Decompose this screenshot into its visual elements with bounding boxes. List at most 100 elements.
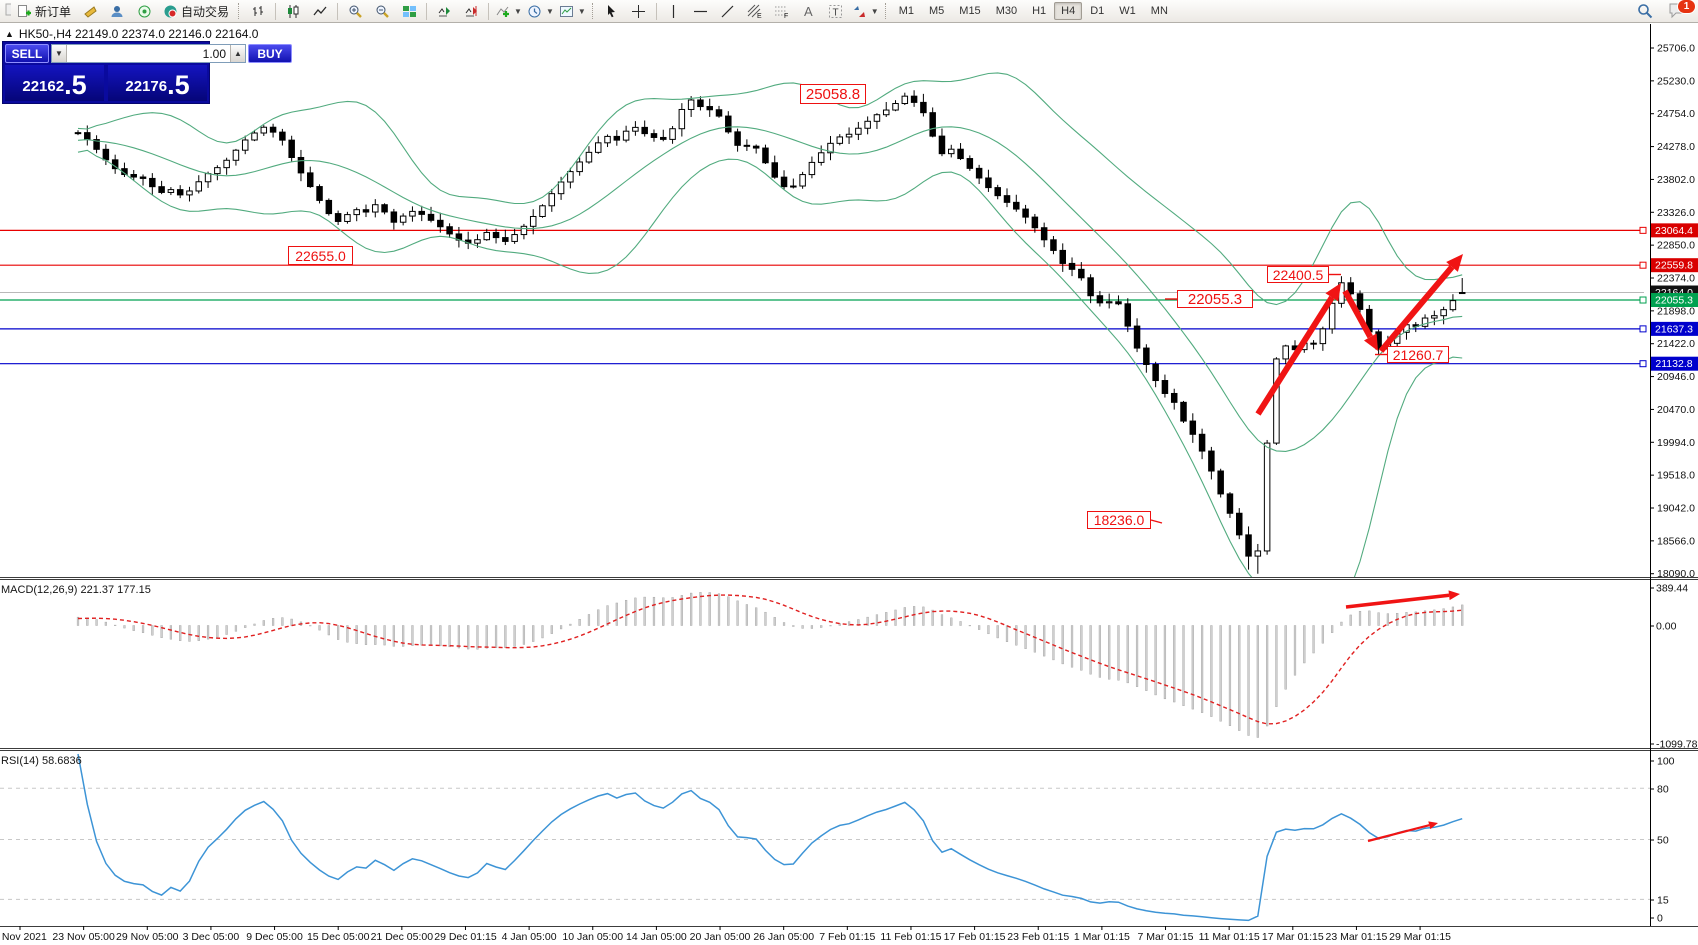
chart-shift-icon[interactable] [458,1,484,21]
date-label: 14 Jan 05:00 [626,931,687,943]
tile-windows-icon[interactable] [396,1,422,21]
date-label: 23 Nov 05:00 [52,931,115,943]
timeframe-MN[interactable]: MN [1144,2,1175,20]
candlestick-chart-icon[interactable] [280,1,306,21]
price-badges: 23064.422559.822164.022055.321637.321132… [1651,223,1698,371]
trendline-icon[interactable] [715,1,741,21]
ask-price[interactable]: 22176.5 [108,65,207,101]
svg-text:T: T [833,7,839,18]
price-tick-label: 19042.0 [1657,502,1695,514]
hline-handle[interactable] [1639,226,1647,234]
price-tick-label: 21422.0 [1657,338,1695,350]
label-tool-icon[interactable]: T [823,1,849,21]
date-label: 23 Feb 01:15 [1007,931,1069,943]
trend-arrow[interactable] [1367,824,1430,843]
crosshair-icon[interactable] [626,1,652,21]
date-label: 7 Feb 01:15 [819,931,875,943]
timeframe-M5[interactable]: M5 [922,2,951,20]
text-tool-icon[interactable]: A [796,1,822,21]
bollinger-middle [77,126,1463,452]
rsi-axis-label: 0 [1657,913,1663,925]
date-label: 15 Dec 05:00 [307,931,370,943]
horizontal-line-icon[interactable] [688,1,714,21]
auto-scroll-icon[interactable] [431,1,457,21]
buy-button[interactable]: BUY [248,44,292,63]
templates-icon[interactable]: ▼ [557,1,588,21]
periods-icon[interactable]: ▼ [525,1,556,21]
price-tick-label: 23802.0 [1657,174,1695,186]
line-chart-icon[interactable] [307,1,333,21]
price-tick-label: 21898.0 [1657,305,1695,317]
price-annotation[interactable]: 18236.0 [1087,511,1151,529]
hline-handle[interactable] [1639,325,1647,333]
hline-handle[interactable] [1639,360,1647,368]
auto-trading-button[interactable]: 自动交易 [158,1,234,21]
trend-arrow[interactable] [1255,295,1335,416]
date-label: 26 Jan 05:00 [753,931,814,943]
timeframe-D1[interactable]: D1 [1083,2,1111,20]
sell-button[interactable]: SELL [5,44,49,63]
price-annotation[interactable]: 22055.3 [1177,290,1253,308]
timeframe-switcher: M1 M5 M15 M30 H1 H4 D1 W1 MN [892,2,1175,20]
price-annotation[interactable]: 25058.8 [800,84,866,104]
timeframe-H1[interactable]: H1 [1025,2,1053,20]
one-click-collapse-icon[interactable]: ▲ [5,29,14,39]
clipped-icon [2,2,11,20]
timeframe-H4[interactable]: H4 [1054,2,1083,20]
dropdown-arrow-icon: ▼ [870,6,879,16]
timeframe-M30[interactable]: M30 [989,2,1024,20]
date-label: 23 Mar 01:15 [1326,931,1388,943]
grid-tool-icon[interactable]: F [769,1,795,21]
new-order-button[interactable]: 新订单 [12,1,76,21]
fibonacci-icon[interactable]: E [742,1,768,21]
trend-arrow[interactable] [1345,593,1450,609]
vertical-line-icon[interactable] [661,1,687,21]
date-label: 7 Nov 2021 [0,931,47,943]
volume-input[interactable] [67,45,230,62]
dropdown-arrow-icon: ▼ [545,6,554,16]
price-annotation[interactable]: 22400.5 [1267,266,1329,283]
trend-arrow-head [1446,254,1463,272]
timeframe-W1[interactable]: W1 [1112,2,1143,20]
timeframe-M15[interactable]: M15 [952,2,987,20]
bid-price[interactable]: 22162.5 [5,65,104,101]
price-axis: 25706.0 25230.0 24754.0 24278.0 23802.0 23326… [1650,43,1698,925]
date-label: 17 Mar 01:15 [1262,931,1324,943]
volume-increase-button[interactable]: ▲ [230,45,245,62]
rsi-indicator [0,753,1650,922]
trend-arrow[interactable] [1342,289,1373,339]
timeframe-M1[interactable]: M1 [892,2,921,20]
trend-arrow-head [1363,333,1378,351]
rsi-axis-label: 100 [1657,756,1675,768]
dropdown-arrow-icon: ▼ [577,6,586,16]
signal-icon[interactable] [131,1,157,21]
horn-icon[interactable] [77,1,103,21]
price-badge: 21132.8 [1655,358,1692,370]
bar-chart-icon[interactable] [245,1,271,21]
rsi-axis-label: 15 [1657,895,1669,907]
date-label: 21 Dec 05:00 [371,931,434,943]
price-annotation[interactable]: 21260.7 [1387,346,1449,363]
price-tick-label: 22850.0 [1657,240,1695,252]
zoom-out-icon[interactable] [369,1,395,21]
cursor-icon[interactable] [599,1,625,21]
trend-arrow[interactable] [1378,265,1455,353]
zoom-in-icon[interactable] [342,1,368,21]
hline-handle[interactable] [1639,261,1647,269]
price-tick-label: 22374.0 [1657,272,1695,284]
date-label: 1 Mar 01:15 [1074,931,1130,943]
shapes-icon[interactable]: ▼ [850,1,881,21]
price-tick-label: 18566.0 [1657,535,1695,547]
search-icon[interactable] [1632,1,1658,21]
volume-decrease-button[interactable]: ▼ [52,45,67,62]
hline-handle[interactable] [1639,296,1647,304]
date-label: 11 Mar 01:15 [1199,931,1260,943]
date-label: 10 Jan 05:00 [562,931,623,943]
profile-icon[interactable] [104,1,130,21]
notifications-button[interactable]: 1 [1668,0,1696,21]
indicators-icon[interactable]: ▼ [493,1,524,21]
price-annotation[interactable]: 22655.0 [288,246,353,265]
macd-indicator [76,592,1464,738]
